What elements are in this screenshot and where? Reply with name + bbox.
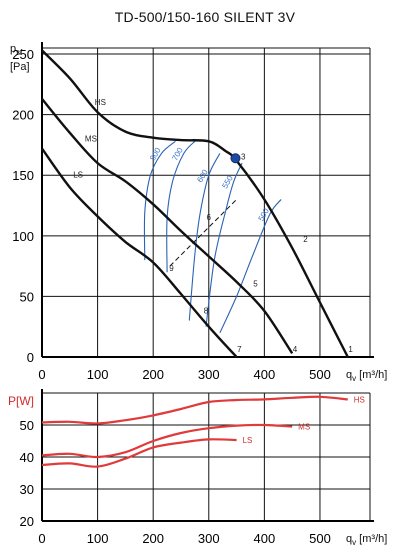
point-label: 9 — [169, 264, 174, 273]
y-tick-label: 40 — [20, 450, 34, 465]
power-label-ms: MS — [298, 423, 310, 432]
fan-curve-hs — [41, 49, 349, 358]
pressure-axis-unit: [Pa] — [10, 61, 30, 73]
y-tick-label: 150 — [12, 168, 34, 183]
power-curve-hs — [41, 395, 348, 425]
point-label: 4 — [293, 345, 298, 354]
point-label: 1 — [348, 345, 353, 354]
x-tick-label: 0 — [38, 531, 45, 546]
y-tick-label: 20 — [20, 514, 34, 529]
flow-axis-label-bottom: qv [m³/h] — [346, 533, 387, 547]
fan-curve-ls — [41, 147, 238, 358]
power-label-ls: LS — [243, 436, 253, 445]
operating-point-marker — [230, 153, 241, 164]
x-tick-label: 500 — [309, 367, 331, 382]
curve-label-hs: HS — [95, 98, 106, 107]
x-tick-label: 400 — [254, 367, 276, 382]
x-tick-label: 0 — [38, 367, 45, 382]
x-tick-label: 500 — [309, 531, 331, 546]
y-tick-label: 200 — [12, 108, 34, 123]
y-tick-label: 0 — [27, 350, 34, 365]
power-axis-label: P[W] — [8, 394, 34, 408]
power-label-hs: HS — [354, 395, 365, 404]
point-label: 7 — [237, 345, 242, 354]
iso-line-500 — [219, 199, 282, 334]
iso-line-label: 550 — [220, 174, 235, 191]
iso-line-550 — [205, 162, 243, 327]
system-curve-line — [169, 199, 237, 267]
point-label: 5 — [253, 280, 258, 289]
point-label: 3 — [241, 152, 246, 161]
fan-curve-ms — [41, 98, 294, 355]
pressure-chart: 0 100 200 300 400 500 0 50 100 150 200 250 800 700 600… — [12, 42, 374, 382]
x-tick-label: 100 — [87, 367, 109, 382]
curve-label-ms: MS — [85, 134, 97, 143]
x-tick-label: 300 — [198, 531, 220, 546]
point-label: 8 — [204, 306, 209, 315]
y-tick-label: 50 — [20, 289, 34, 304]
iso-line-600 — [188, 153, 221, 321]
x-tick-label: 200 — [142, 531, 164, 546]
power-curve-ls — [41, 438, 237, 468]
iso-line-800 — [143, 140, 176, 261]
curve-label-ls: LS — [73, 171, 83, 180]
pressure-axis-label: psf — [10, 43, 23, 57]
y-tick-label: 50 — [20, 418, 34, 433]
point-label: 6 — [207, 213, 212, 222]
chart-title: TD-500/150-160 SILENT 3V — [115, 9, 296, 25]
iso-line-700 — [166, 140, 196, 273]
x-tick-label: 400 — [254, 531, 276, 546]
iso-line-label: 700 — [170, 146, 185, 163]
y-tick-label: 250 — [12, 47, 34, 62]
flow-axis-label-top: qv [m³/h] — [346, 369, 387, 383]
point-label: 2 — [303, 235, 308, 244]
x-tick-label: 100 — [87, 531, 109, 546]
iso-line-label: 800 — [148, 146, 163, 163]
y-tick-label: 30 — [20, 482, 34, 497]
x-tick-label: 300 — [198, 367, 220, 382]
x-tick-label: 200 — [142, 367, 164, 382]
y-tick-label: 100 — [12, 229, 34, 244]
power-curve-ms — [41, 423, 293, 459]
power-chart: 0 100 200 300 400 500 20 30 40 50 HS MS LS — [20, 389, 374, 546]
iso-line-label: 600 — [195, 167, 210, 184]
